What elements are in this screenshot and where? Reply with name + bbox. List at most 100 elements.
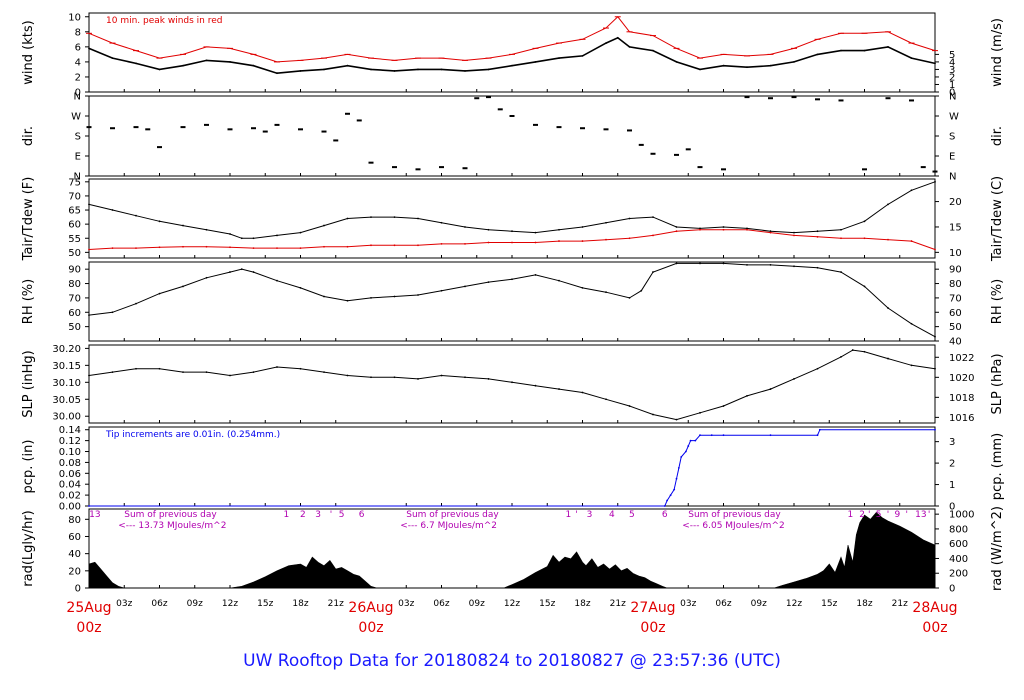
direction-frame [88,95,936,177]
temperature-series-0-point [675,226,678,228]
wind-series-0-point [88,47,90,50]
pressure-series-0-point [511,381,513,384]
temperature-series-1-point [393,244,396,247]
temperature-series-0-point [887,203,889,206]
day-label-time: 00z [640,620,665,636]
radiation-hour-marker: ' [330,510,332,520]
pressure-series-0-point [464,376,466,379]
wind-series-0-point [863,49,866,52]
wind-series-0-point [722,64,725,67]
direction-point [356,119,362,122]
wind-y-tick-label: 10 [68,12,81,23]
direction-point [862,168,867,171]
radiation-y-tick-label: 80 [68,515,81,526]
wind-series-0-point [934,62,936,65]
rh-series-0-point [511,278,513,281]
rh-series-0-point [88,314,90,317]
direction-point [439,166,444,169]
pressure-series-0-point [605,398,607,401]
wind-series-0-point [111,57,114,60]
time-tick-label: 18z [574,599,590,609]
radiation-hour-marker: 5 [339,510,345,520]
radiation-hour-marker: 2 [859,510,865,520]
temperature-series-1-point [722,228,725,231]
direction-point [110,127,115,130]
rh-y-tick-label: 60 [68,308,81,319]
temperature-series-1-point [863,237,866,240]
direction-point [145,128,151,131]
temperature-series-0-point [840,228,842,231]
rh-ylabel: RH (%) [21,279,36,324]
temperature-series-1-point [88,248,90,251]
rh-series-0-point [158,292,161,295]
direction-point [345,112,350,115]
wind-series-0-point [652,49,654,52]
wind-series-0-point [252,64,255,67]
direction-right-tick-label: W [949,112,959,123]
precip-series-0-line [89,429,935,507]
temperature-series-0-point [276,234,278,237]
time-tick-label: 18z [292,599,308,609]
temperature-right-tick-label: 10 [949,248,962,259]
pressure-y-tick-label: 30.10 [52,378,81,389]
temperature-y-tick-label: 75 [68,177,81,188]
precip-ylabel: pcp. (in) [21,440,36,494]
precip-series-0-point [816,434,819,437]
day-label-date: 25Aug [66,600,111,616]
wind-series-0-point [299,70,302,72]
precip-y-tick-label: 0.06 [59,469,81,480]
pressure-series-0-point [205,371,208,374]
wind-right-tick-label: 1 [949,80,955,91]
direction-point [392,166,397,169]
rh-series-0-point [934,335,936,338]
precip-right-tick-label: 0 [949,502,955,513]
rh-series-0-point [487,281,490,284]
precip-y-tick-label: 0.14 [59,425,81,436]
temperature-y-tick-label: 70 [68,191,81,202]
precip-annotation: Tip increments are 0.01in. (0.254mm.) [105,430,280,440]
temperature-series-1-point [816,235,819,238]
pressure-series-0-point [675,418,678,421]
precip-series-0-point [687,445,690,447]
direction-ylabel: dir. [21,126,36,146]
temperature-series-0-point [135,214,137,217]
temperature-series-1-point [417,244,419,247]
radiation-hour-marker: ' [887,510,889,520]
temperature-series-0-point [511,230,513,233]
precip-right-tick-label: 2 [949,459,955,470]
direction-y-tick-label: W [71,112,81,123]
time-axis: 03z 06z 09z 12z 15z 18z 21z 03z 06z 09z 12z 15z 18z 2… [66,599,957,636]
pressure-right-tick-label: 1018 [949,393,974,404]
temperature-series-0-point [299,231,302,234]
radiation-daily-sum-line2: <--- 13.73 MJoules/m^2 [118,521,226,531]
temperature-y-tick-label: 60 [68,220,81,231]
temperature-series-1-point [793,234,795,237]
temperature-series-0-point [699,227,701,230]
temperature-series-1-point [699,228,701,231]
temperature-series-0-point [487,228,490,231]
radiation-hour-marker: 13 [89,510,100,520]
direction-point [697,166,703,169]
temperature-series-0-point [88,203,90,206]
temperature-series-1-line [88,229,936,250]
temperature-series-1-point [511,241,513,244]
temperature-series-1-point [252,247,255,250]
temperature-series-0-point [323,224,325,227]
pressure-series-0-point [863,350,866,353]
pressure-series-0-point [851,349,854,351]
temperature-series-1-point [487,241,490,244]
pressure-series-0-point [229,374,231,377]
precip-series-0-point [699,434,701,437]
pressure-series-0-point [323,371,325,374]
direction-point [768,97,773,100]
wind-series-0-point [558,57,560,60]
rh-series-0-point [722,262,725,265]
rh-series-0-point [111,311,114,314]
direction-point [227,128,233,131]
temperature-y-tick-label: 50 [68,248,81,259]
pressure-right-tick-label: 1022 [949,353,974,364]
radiation-right-tick-label: 600 [949,539,968,550]
wind-y-tick-label: 0 [75,88,81,99]
direction-point [932,170,938,173]
